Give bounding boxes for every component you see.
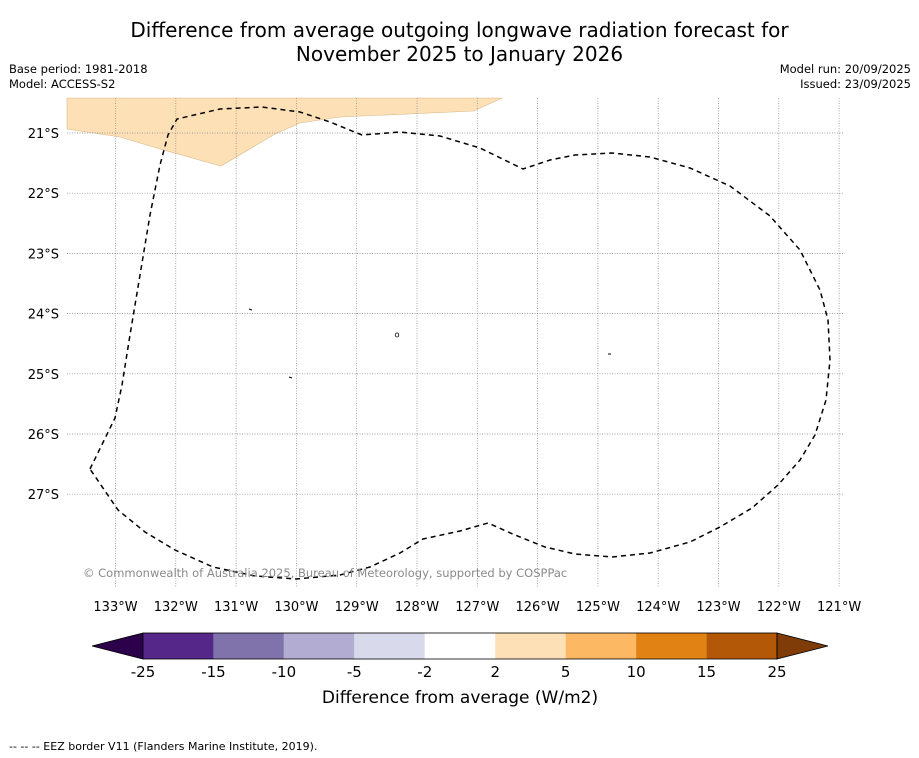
colorbar-tick: -2 — [417, 663, 432, 681]
model-name: Model: ACCESS-S2 — [9, 77, 116, 91]
colorbar-tick: -15 — [201, 663, 226, 681]
lon-label: 133°W — [93, 600, 137, 615]
colorbar-segment — [143, 633, 214, 659]
copyright-notice: © Commonwealth of Australia 2025, Bureau… — [83, 566, 567, 580]
lon-label: 125°W — [576, 600, 620, 615]
lon-label: 131°W — [214, 600, 258, 615]
eez-border — [89, 106, 831, 580]
colorbar-tick: 25 — [767, 663, 786, 681]
lat-label: 24°S — [28, 308, 59, 323]
colorbar-segment — [213, 633, 284, 659]
colorbar-tick: -10 — [272, 663, 297, 681]
colorbar-label: Difference from average (W/m2) — [322, 688, 598, 708]
base-period: Base period: 1981-2018 — [9, 62, 148, 76]
colorbar-frame — [142, 632, 778, 660]
lon-label: 130°W — [274, 600, 318, 615]
map-title: Difference from average outgoing longwav… — [0, 18, 919, 66]
colorbar-segment — [636, 633, 707, 659]
issued-date: Issued: 23/09/2025 — [800, 77, 911, 91]
colorbar-tick: 5 — [561, 663, 571, 681]
colorbar-segment — [495, 633, 566, 659]
colorbar-segment — [565, 633, 637, 659]
meta-left: Base period: 1981-2018 Model: ACCESS-S2 — [9, 62, 148, 92]
title-line-2: November 2025 to January 2026 — [295, 42, 624, 66]
colorbar-tick: 10 — [627, 663, 646, 681]
colorbar-segment — [706, 633, 777, 659]
colorbar-under-arrow — [91, 632, 144, 660]
lon-label: 129°W — [335, 600, 379, 615]
lon-label: 128°W — [395, 600, 439, 615]
colorbar-tick: 15 — [697, 663, 716, 681]
island-1 — [248, 308, 253, 311]
lat-label: 21°S — [28, 127, 59, 142]
lon-label: 127°W — [455, 600, 499, 615]
latitude-labels: 21°S 22°S 23°S 24°S 25°S 26°S 27°S — [28, 127, 59, 503]
lat-label: 26°S — [28, 428, 59, 443]
colorbar — [91, 632, 829, 660]
colorbar-tick: 2 — [490, 663, 500, 681]
colorbar-tick: -25 — [131, 663, 156, 681]
island-3 — [288, 376, 293, 379]
colorbar-segment — [283, 633, 355, 659]
model-run: Model run: 20/09/2025 — [779, 62, 911, 76]
lat-label: 22°S — [28, 187, 59, 202]
island-2 — [394, 332, 400, 338]
lon-label: 132°W — [154, 600, 198, 615]
latitude-gridlines — [67, 132, 843, 495]
colorbar-tick: -5 — [347, 663, 362, 681]
lon-label: 122°W — [757, 600, 801, 615]
anomaly-region-2-5 — [66, 97, 503, 167]
lon-label: 121°W — [817, 600, 861, 615]
colorbar-segment — [354, 633, 425, 659]
eez-legend-note: -- -- -- EEZ border V11 (Flanders Marine… — [9, 740, 318, 753]
lon-label: 124°W — [636, 600, 680, 615]
colorbar-over-arrow — [776, 632, 829, 660]
colorbar-segment — [424, 633, 496, 659]
title-line-1: Difference from average outgoing longwav… — [130, 18, 789, 42]
longitude-labels: 133°W 132°W 131°W 130°W 129°W 128°W 127°W 126°W… — [93, 600, 861, 615]
lat-label: 27°S — [28, 488, 59, 503]
lat-label: 23°S — [28, 247, 59, 262]
longitude-gridlines — [115, 98, 840, 588]
lon-label: 123°W — [696, 600, 740, 615]
lon-label: 126°W — [516, 600, 560, 615]
meta-right: Model run: 20/09/2025 Issued: 23/09/2025 — [780, 62, 911, 92]
colorbar-tick-labels: -25 -15 -10 -5 -2 2 5 10 15 25 — [131, 663, 787, 681]
lat-label: 25°S — [28, 368, 59, 383]
